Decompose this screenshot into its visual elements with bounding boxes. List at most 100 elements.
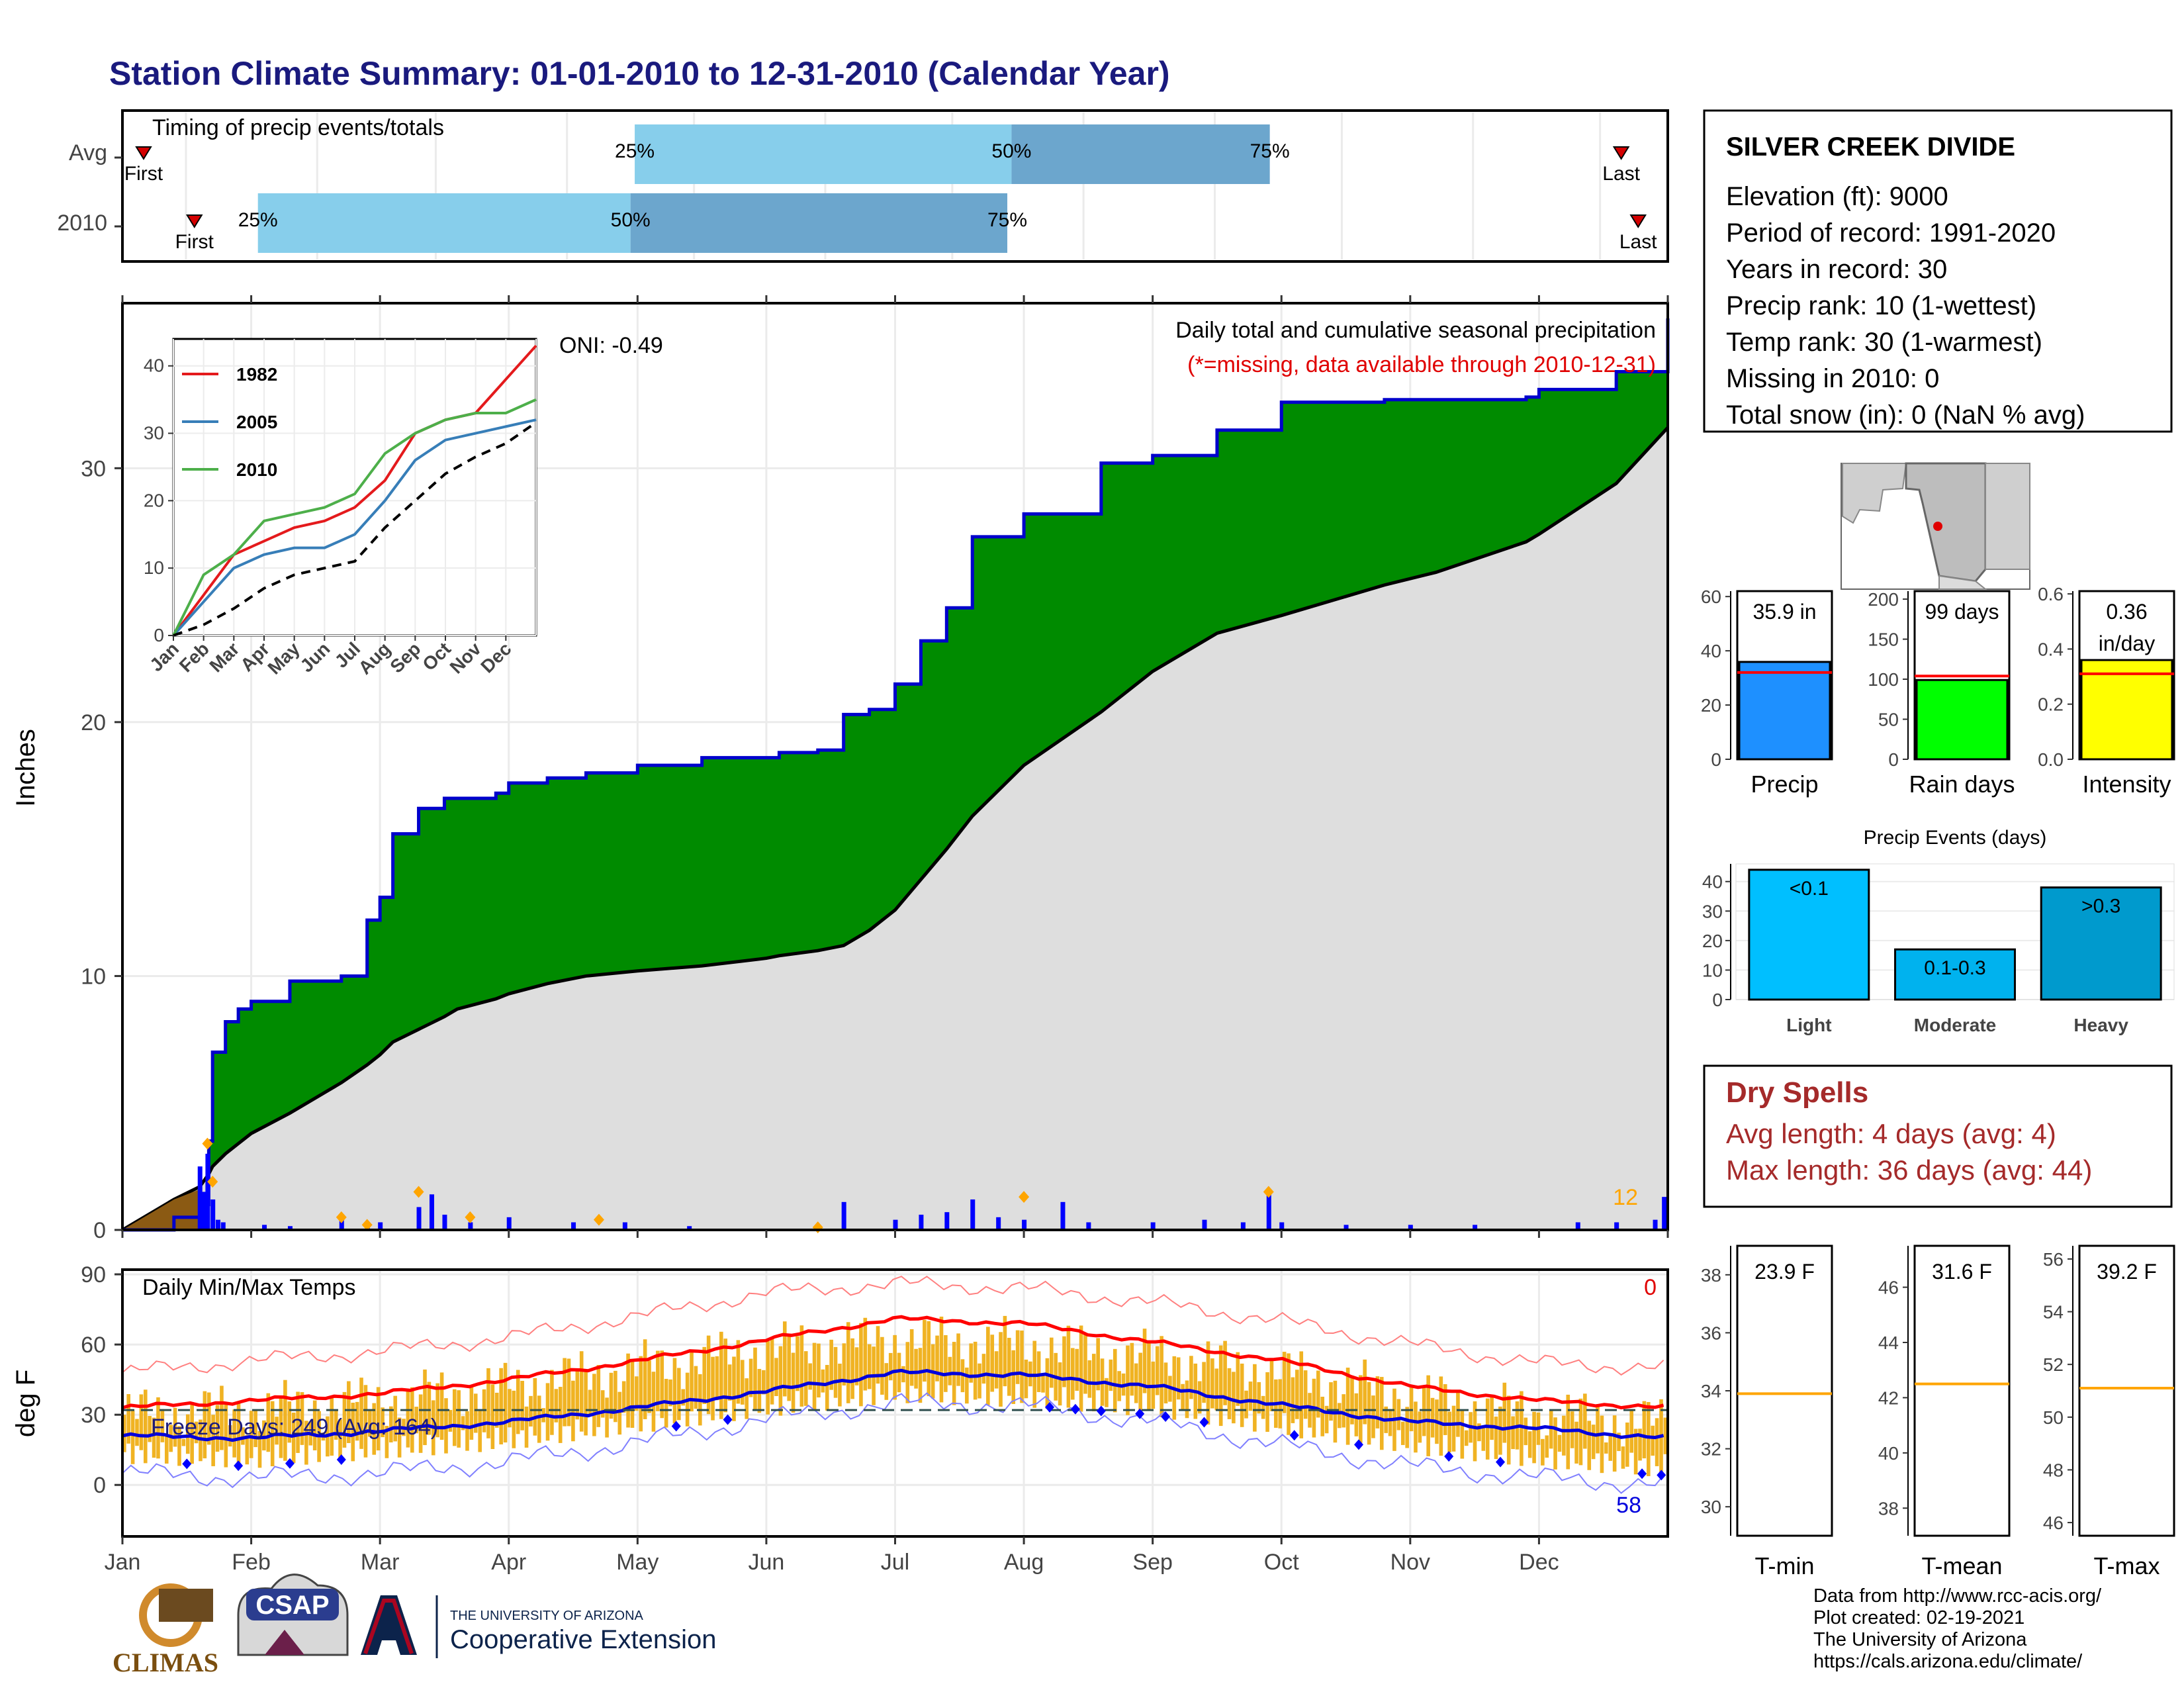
daily-temp-range-bar (347, 1381, 351, 1444)
daily-temp-range-bar (1011, 1350, 1016, 1404)
daily-temp-range-bar (372, 1403, 377, 1455)
inset-month-label: Feb (175, 638, 213, 676)
daily-temp-range-bar (1651, 1425, 1655, 1456)
daily-temp-range-bar (999, 1332, 1003, 1407)
station-name: SILVER CREEK DIVIDE (1726, 132, 2015, 162)
event-bar-label: >0.3 (2081, 896, 2120, 917)
daily-precip-bar (205, 1153, 210, 1230)
daily-temp-range-bar (948, 1356, 952, 1385)
timing-frame (121, 109, 1669, 263)
record-low-marker-icon (1444, 1451, 1454, 1462)
record-low-marker-icon (336, 1454, 346, 1466)
daily-temp-range-bar (1291, 1377, 1295, 1423)
daily-temp-range-bar (596, 1365, 601, 1427)
daily-temp-range-bar (486, 1368, 490, 1438)
temp-ytick-label: 30 (81, 1403, 106, 1428)
daily-temp-range-bar (1396, 1399, 1401, 1430)
csap-mountain-icon (265, 1630, 304, 1655)
daily-temp-range-bar (719, 1331, 723, 1419)
daily-temp-range-bar (211, 1415, 215, 1466)
daily-temp-range-bar (177, 1426, 181, 1466)
record-max-line (122, 1276, 1664, 1376)
daily-temp-range-bar (575, 1370, 580, 1420)
daily-temp-range-bar (600, 1390, 605, 1418)
dry-spells-frame (1703, 1064, 2173, 1208)
station-info-box: SILVER CREEK DIVIDE Elevation (ft): 9000… (1703, 109, 2173, 433)
daily-temp-range-bar (876, 1326, 880, 1384)
daily-temp-range-bar (1223, 1340, 1227, 1405)
daily-temp-range-bar (1096, 1338, 1100, 1391)
daily-temp-range-bar (312, 1400, 317, 1450)
daily-temp-range-bar (279, 1396, 283, 1458)
first-event-label-2010: First (175, 231, 214, 253)
inset-month-label: May (263, 638, 304, 679)
daily-temp-range-bar (1655, 1418, 1659, 1466)
daily-precip-bar (287, 1226, 293, 1230)
daily-temp-range-bar (796, 1336, 799, 1391)
daily-temp-range-bar (529, 1395, 533, 1427)
ua-a-icon (361, 1595, 417, 1655)
mini-bar-precip (1738, 661, 1831, 761)
daily-temp-range-bar (414, 1407, 419, 1434)
daily-temp-range-bar (393, 1395, 398, 1442)
daily-temp-range-bar (376, 1387, 381, 1451)
cumulative-avg-area (122, 427, 1668, 1230)
daily-temp-range-bar (457, 1390, 461, 1448)
timing-panel: Timing of precip events/totals Avg 2010 … (57, 109, 1669, 263)
cumulative-avg-line (121, 426, 1669, 1232)
daily-precip-bar (996, 1217, 1001, 1230)
daily-temp-range-bar (965, 1367, 969, 1404)
daily-temp-range-bar (241, 1427, 245, 1445)
daily-temp-range-bar (245, 1434, 250, 1465)
daily-temp-range-bar (817, 1343, 821, 1398)
daily-precip-bar (262, 1225, 267, 1230)
daily-temp-range-bar (1206, 1341, 1210, 1425)
precip-ytick-label: 0 (93, 1218, 106, 1243)
daily-temp-range-bar (1418, 1411, 1422, 1443)
daily-temp-range-bar (1447, 1411, 1451, 1452)
daily-temp-range-bar (283, 1380, 287, 1461)
daily-temp-range-bar (1185, 1380, 1189, 1419)
daily-temp-range-bar (185, 1414, 190, 1454)
inset-legend-label: 2005 (236, 412, 277, 432)
daily-temp-range-bar (253, 1409, 257, 1448)
daily-precip-bar (442, 1214, 447, 1230)
summary-bar-charts: 0 20 40 60 35.9 in Precip 0 50 100 150 200 99 days R… (1701, 584, 2175, 798)
daily-temp-range-bar (1511, 1416, 1515, 1450)
events-ytick-label: 40 (1702, 872, 1723, 892)
daily-temp-range-bar (1236, 1352, 1240, 1406)
daily-temp-range-bar (647, 1360, 651, 1413)
inset-chart: 010203040JanFebMarAprMayJunJulAugSepOctN… (144, 338, 537, 679)
ua-logo: THE UNIVERSITY OF ARIZONA Cooperative Ex… (361, 1595, 716, 1658)
daily-temp-range-bar (1350, 1376, 1354, 1425)
daily-precip-bar (622, 1222, 627, 1230)
daily-temp-range-bar (148, 1416, 152, 1442)
temp-chart-frame (1913, 1244, 2011, 1537)
daily-temp-range-bar (1295, 1370, 1299, 1419)
big-event-marker-icon (207, 1176, 218, 1188)
daily-temp-range-bar (1197, 1381, 1202, 1414)
daily-temp-range-bar (1253, 1364, 1257, 1432)
mini-ytick-label: 0 (1888, 749, 1899, 770)
daily-temp-range-bar (558, 1387, 563, 1443)
freeze-days-label: Freeze Days: 249 (Avg: 164) (151, 1415, 438, 1440)
inset-ytick-label: 20 (144, 490, 164, 510)
daily-temp-range-bar (1527, 1431, 1532, 1458)
daily-precip-bar (197, 1166, 203, 1230)
daily-temp-range-bar (672, 1358, 677, 1424)
climas-logo: CLIMAS (113, 1583, 218, 1677)
daily-precip-bar (1662, 1197, 1667, 1230)
logos: CLIMAS CSAP THE UNIVERSITY OF ARIZONA Co… (113, 1573, 716, 1677)
daily-temp-range-bar (275, 1417, 279, 1445)
inset-month-label: Jan (146, 638, 183, 675)
daily-precip-bar (1614, 1222, 1619, 1230)
daily-temp-range-bar (727, 1364, 732, 1401)
daily-temp-range-bar (1214, 1368, 1219, 1411)
daily-temp-range-bar (1545, 1435, 1549, 1458)
daily-temp-range-bar (1498, 1406, 1502, 1455)
daily-temp-range-bar (397, 1417, 402, 1458)
daily-temp-range-bar (1024, 1359, 1028, 1399)
climas-wordmark: CLIMAS (113, 1648, 218, 1677)
daily-temp-range-bar (1439, 1376, 1443, 1456)
temp-bar-ytick-label: 48 (2043, 1460, 2064, 1480)
